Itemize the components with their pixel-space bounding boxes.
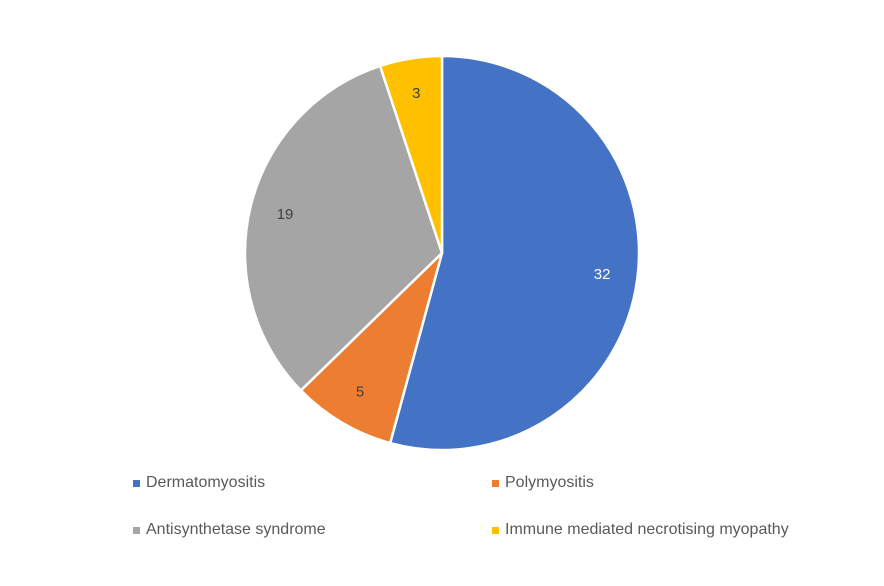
data-label-polymyositis: 5 bbox=[356, 384, 364, 401]
data-label-antisynthetase-syndrome: 19 bbox=[277, 206, 294, 223]
pie-slice-antisynthetase-syndrome bbox=[243, 64, 444, 392]
data-label-dermatomyositis: 32 bbox=[594, 266, 611, 283]
pie-slice-polymyositis bbox=[299, 251, 444, 445]
pie-slice-immune-mediated-necrotising-myopathy bbox=[378, 54, 444, 255]
data-label-immune-mediated-necrotising-myopathy: 3 bbox=[412, 85, 420, 102]
pie-slice-dermatomyositis bbox=[388, 54, 641, 452]
